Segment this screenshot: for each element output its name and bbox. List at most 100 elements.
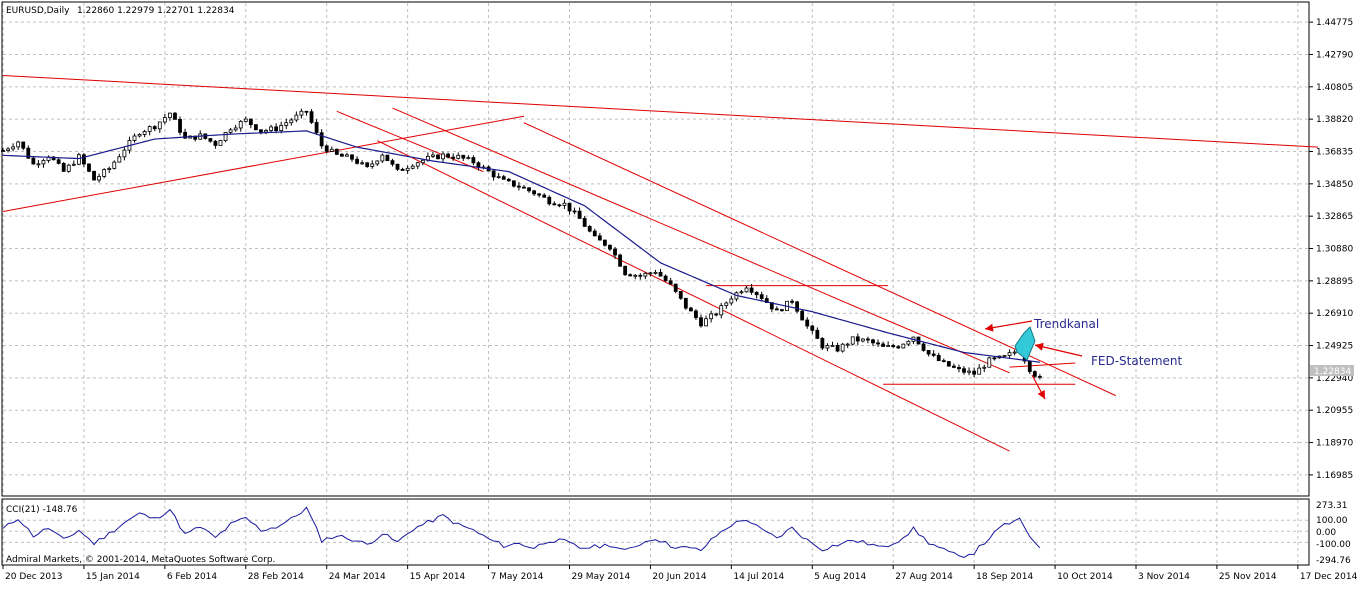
candle-body: [355, 158, 359, 164]
candle-body: [633, 274, 638, 277]
candle-body: [542, 194, 547, 198]
candle-body: [431, 154, 435, 157]
candle-body: [390, 160, 395, 165]
y-tick-label: 1.24925: [1316, 342, 1353, 352]
y-tick-label: 1.28895: [1316, 277, 1353, 287]
candle-body: [648, 272, 653, 275]
time-scale: 20 Dec 2013 15 Jan 2014 6 Feb 2014 28 Feb 2…: [2, 565, 1358, 582]
candle-body: [547, 196, 552, 205]
trend-line: [392, 107, 1010, 374]
candle-body: [415, 162, 420, 167]
candle-body: [395, 163, 400, 170]
candle-body: [329, 148, 334, 152]
candle-body: [815, 329, 820, 339]
x-tick-label: 20 Jun 2014: [652, 572, 706, 582]
candle-body: [557, 204, 562, 207]
candle-body: [228, 129, 233, 133]
candle-body: [107, 167, 112, 170]
candle-body: [683, 297, 688, 309]
candle-body: [795, 301, 800, 312]
candle-body: [552, 203, 557, 206]
candle-body: [744, 287, 749, 293]
candle-body: [365, 162, 370, 167]
y-tick-label: 1.40805: [1316, 83, 1353, 93]
x-tick-label: 28 Feb 2014: [248, 572, 304, 582]
last-price-box: [1310, 365, 1354, 376]
trendkanal-label: Trendkanal: [1033, 317, 1099, 331]
x-tick-label: 7 May 2014: [491, 572, 544, 582]
candle-body: [810, 325, 815, 331]
candle-body: [436, 154, 440, 160]
candle-body: [360, 162, 365, 165]
candle-body: [673, 283, 678, 292]
y-tick-label: 1.34850: [1316, 180, 1353, 190]
candle-body: [835, 345, 840, 352]
candle-body: [906, 340, 911, 345]
candle-body: [400, 168, 405, 171]
candle-body: [284, 122, 289, 126]
trend-line: [2, 115, 525, 213]
candle-body: [962, 368, 966, 373]
y-tick-label: 1.44775: [1316, 18, 1353, 28]
candle-body: [289, 119, 294, 124]
candle-body: [608, 244, 612, 250]
x-tick-label: 10 Oct 2014: [1057, 572, 1113, 582]
arrowhead: [1035, 342, 1044, 351]
candle-body: [729, 298, 734, 304]
candle-body: [860, 338, 865, 342]
candle-body: [759, 294, 764, 299]
arrow-line: [1034, 344, 1083, 357]
ohlc-values: 1.22860 1.22979 1.22701 1.22834: [77, 6, 235, 16]
candle-body: [850, 336, 855, 345]
candle-body: [132, 135, 137, 141]
candle-body: [825, 345, 830, 349]
candle-body: [41, 160, 46, 165]
candle-body: [294, 114, 299, 121]
x-tick-label: 5 Aug 2014: [814, 572, 866, 582]
x-tick-label: 18 Sep 2014: [976, 572, 1033, 582]
copyright-text: Admiral Markets, © 2001-2014, MetaQuotes…: [6, 555, 275, 565]
cci-level-100: 100.00: [1316, 516, 1348, 526]
candle-body: [1002, 355, 1007, 358]
trend-line: [336, 110, 484, 173]
candle-body: [1027, 360, 1032, 372]
candle-body: [643, 272, 648, 277]
candle-body: [820, 338, 825, 349]
candle-body: [532, 190, 536, 195]
candle-body: [456, 154, 461, 159]
y-tick-label: 1.18970: [1316, 439, 1353, 449]
cci-level-max: 273.31: [1316, 501, 1348, 511]
candle-body: [618, 254, 622, 267]
candle-body: [805, 319, 810, 327]
candle-body: [233, 127, 238, 131]
candle-body: [213, 140, 218, 146]
candle-body: [537, 193, 542, 196]
candle-body: [173, 112, 177, 120]
candle-body: [87, 163, 91, 172]
candle-body: [420, 159, 425, 164]
candle-body: [866, 338, 870, 341]
candle-body: [142, 131, 147, 135]
candle-body: [613, 248, 617, 256]
cci-level-min: -294.76: [1316, 556, 1351, 566]
candle-body: [299, 110, 304, 116]
trend-line: [377, 140, 1010, 452]
candle-body: [16, 141, 21, 148]
candle-body: [324, 145, 329, 152]
candle-body: [719, 305, 724, 316]
candle-body: [886, 344, 891, 347]
trend-lines: [2, 74, 1319, 452]
candle-body: [238, 120, 243, 129]
x-tick-label: 6 Feb 2014: [167, 572, 218, 582]
cci-indicator: [2, 506, 1308, 558]
candle-body: [501, 176, 506, 180]
candle-body: [668, 280, 673, 285]
moving-average: [2, 130, 1040, 363]
candle-body: [264, 130, 268, 133]
candle-body: [375, 160, 380, 165]
candle-body: [957, 367, 961, 370]
candle-body: [152, 126, 157, 130]
candle-body: [269, 126, 273, 131]
candle-body: [76, 154, 81, 165]
